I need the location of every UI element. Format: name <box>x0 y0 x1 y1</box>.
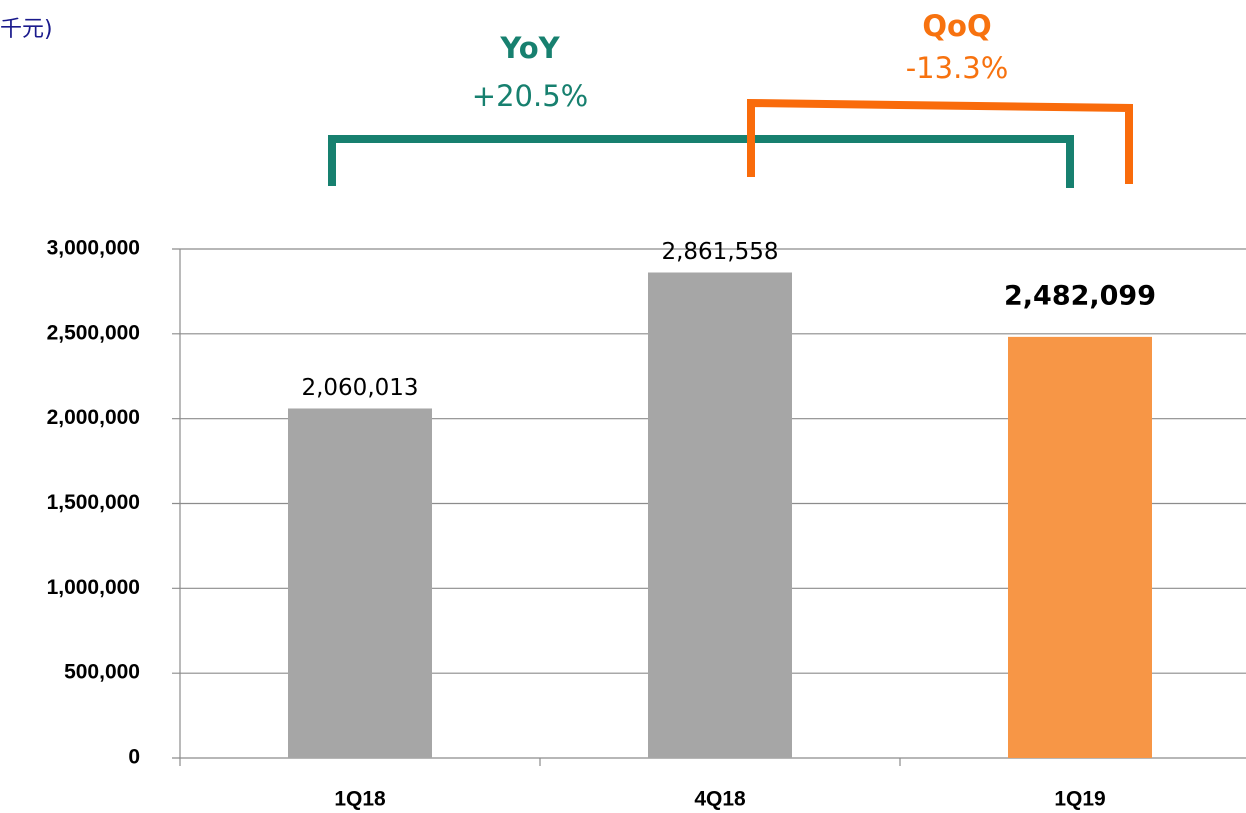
unit-label: 千元) <box>0 17 53 42</box>
x-tick-label: 1Q18 <box>334 788 386 811</box>
y-tick-label: 1,500,000 <box>47 491 140 514</box>
value-label: 2,861,558 <box>661 239 778 265</box>
yoy-value: +20.5% <box>472 79 588 113</box>
y-tick-label: 2,000,000 <box>47 406 140 429</box>
x-tick-label: 1Q19 <box>1054 788 1105 811</box>
yoy-title: YoY <box>499 31 560 65</box>
bar <box>648 272 792 758</box>
bar <box>1008 336 1152 758</box>
y-tick-label: 500,000 <box>64 661 140 684</box>
value-label: 2,482,099 <box>1004 280 1156 311</box>
qoq-title: QoQ <box>922 9 991 43</box>
qoq-bracket <box>747 98 1133 184</box>
y-tick-label: 0 <box>128 746 140 769</box>
y-tick-label: 2,500,000 <box>47 321 140 344</box>
value-label: 2,060,013 <box>301 375 418 401</box>
y-tick-label: 3,000,000 <box>47 237 140 260</box>
yoy-bracket <box>328 135 1074 188</box>
qoq-value: -13.3% <box>906 51 1009 85</box>
bar <box>288 408 432 758</box>
x-tick-label: 4Q18 <box>694 788 746 811</box>
y-tick-label: 1,000,000 <box>47 576 140 599</box>
